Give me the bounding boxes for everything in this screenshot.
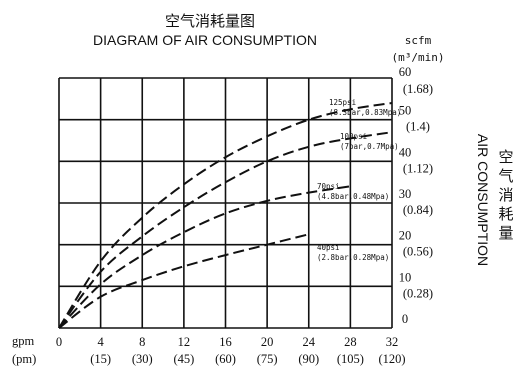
y-tick-m3-50: (1.4) — [406, 120, 430, 134]
series-label-sub-40psi: (2.8bar,0.28Mpa) — [317, 253, 389, 262]
series-line-70psi — [58, 185, 351, 329]
series-label-name-100psi: 100psi — [340, 132, 367, 141]
series-label-sub-100psi: (7bar,0.7Mpa) — [340, 142, 399, 151]
x-tick-gpm-32: 32 — [386, 335, 399, 349]
x-tick-lpm-16: (60) — [215, 352, 236, 366]
series-labels: 40psi(2.8bar,0.28Mpa) 70psi(4.8bar,0.48Mp… — [317, 98, 401, 262]
y-axis-title-en: AIR CONSUMPTION — [475, 134, 491, 266]
x-tick-gpm-24: 24 — [303, 335, 316, 349]
x-tick-gpm-0: 0 — [56, 335, 62, 349]
y-tick-m3-20: (0.56) — [403, 245, 433, 259]
x-tick-gpm-4: 4 — [98, 335, 105, 349]
x-tick-gpm-28: 28 — [344, 335, 357, 349]
x-unit-gpm: gpm — [12, 334, 35, 348]
x-tick-lpm-24: (90) — [298, 352, 319, 366]
series-line-100psi — [58, 131, 393, 329]
y-tick-scfm-60: 60 — [399, 65, 412, 79]
y-tick-m3-40: (1.12) — [403, 161, 433, 175]
x-tick-gpm-16: 16 — [219, 335, 232, 349]
series-line-40psi — [58, 233, 310, 329]
x-tick-gpm-8: 8 — [139, 335, 145, 349]
y-tick-labels: 0 10 (0.28) 20 (0.56) 30 (0.84) 40 (1.12) 50 (1.4)… — [399, 65, 433, 326]
y-unit-scfm: scfm — [405, 34, 432, 47]
y-unit-m3: (m³/min) — [392, 51, 445, 64]
series-label-name-125psi: 125psi — [329, 98, 356, 107]
x-tick-gpm-20: 20 — [261, 335, 274, 349]
series-group — [58, 102, 393, 329]
x-tick-lpm-28: (105) — [337, 352, 364, 366]
x-tick-labels: 0 4 (15) 8 (30) 12 (45) 16 (60) 20 (75) 24 (90) 28 (10… — [56, 335, 406, 366]
y-title-cn-char-3: 耗 — [498, 205, 513, 223]
y-tick-m3-60: (1.68) — [403, 82, 433, 96]
chart-subtitle: DIAGRAM OF AIR CONSUMPTION — [93, 32, 317, 48]
y-tick-scfm-40: 40 — [399, 145, 412, 159]
y-tick-scfm-0: 0 — [402, 312, 408, 326]
x-tick-lpm-12: (45) — [173, 352, 194, 366]
series-label-name-70psi: 70psi — [317, 182, 340, 191]
x-tick-gpm-12: 12 — [178, 335, 191, 349]
x-tick-lpm-32: (120) — [378, 352, 405, 366]
y-title-cn-char-0: 空 — [498, 148, 513, 166]
series-label-sub-125psi: (8.3bar,0.83Mpa) — [329, 108, 401, 117]
y-tick-scfm-50: 50 — [399, 104, 412, 118]
y-title-cn-char-1: 气 — [498, 167, 513, 185]
x-tick-lpm-4: (15) — [90, 352, 111, 366]
y-title-cn-char-2: 消 — [498, 186, 513, 204]
chart-title: 空气消耗量图 — [165, 12, 255, 30]
y-axis-title-cn: 空气消耗量 — [498, 148, 513, 242]
series-line-125psi — [58, 102, 393, 329]
series-label-name-40psi: 40psi — [317, 243, 340, 252]
x-unit-lpm: (pm) — [12, 352, 36, 366]
y-title-cn-char-4: 量 — [498, 224, 513, 242]
series-label-sub-70psi: (4.8bar,0.48Mpa) — [317, 192, 389, 201]
x-tick-lpm-8: (30) — [132, 352, 153, 366]
x-tick-lpm-20: (75) — [257, 352, 278, 366]
y-tick-scfm-30: 30 — [399, 187, 412, 201]
y-tick-scfm-20: 20 — [399, 229, 412, 243]
y-tick-m3-10: (0.28) — [403, 286, 433, 300]
y-tick-m3-30: (0.84) — [403, 203, 433, 217]
y-tick-scfm-10: 10 — [399, 270, 412, 284]
